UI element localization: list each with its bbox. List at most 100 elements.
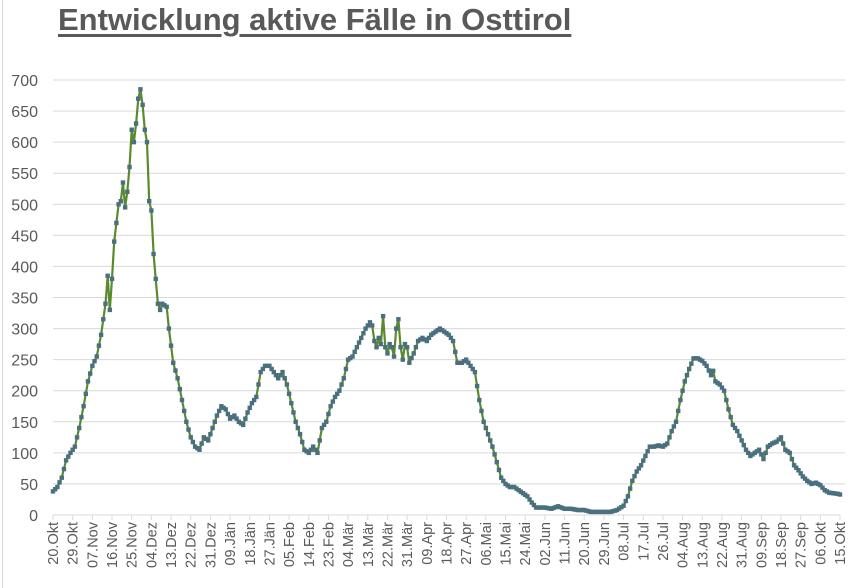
data-marker <box>96 343 102 348</box>
data-marker <box>483 425 489 431</box>
data-marker <box>306 450 311 456</box>
y-tick-label: 650 <box>11 104 38 121</box>
data-marker <box>708 372 714 378</box>
x-tick-label: 18.Apr <box>440 522 456 565</box>
x-tick-label: 25.Nov <box>125 521 141 568</box>
data-marker <box>356 340 362 345</box>
y-tick-label: 150 <box>11 415 38 432</box>
data-marker <box>181 408 187 414</box>
y-tick-label: 600 <box>11 135 38 152</box>
data-marker <box>719 385 725 390</box>
data-marker <box>383 345 388 350</box>
data-marker <box>98 332 104 337</box>
data-marker <box>168 343 174 348</box>
data-marker <box>249 400 255 406</box>
data-marker <box>243 416 248 421</box>
y-tick-label: 250 <box>11 353 38 370</box>
data-marker <box>387 341 392 347</box>
data-marker <box>59 475 64 480</box>
data-marker <box>778 435 784 440</box>
x-tick-label: 14.Feb <box>302 522 318 567</box>
data-marker <box>682 379 687 384</box>
y-tick-label: 100 <box>11 446 38 463</box>
data-marker <box>308 447 314 452</box>
x-tick-label: 04.Aug <box>676 522 692 568</box>
series-aktive-faelle <box>50 87 843 515</box>
x-tick-label: 24.Mai <box>518 522 534 566</box>
data-marker <box>680 388 685 393</box>
data-marker <box>171 360 176 365</box>
data-marker <box>636 466 642 471</box>
data-marker <box>116 202 121 207</box>
data-marker <box>671 424 677 429</box>
data-marker <box>352 349 357 355</box>
data-marker <box>138 87 143 92</box>
data-marker <box>374 345 379 350</box>
x-tick-label: 23.Feb <box>321 522 337 567</box>
data-marker <box>409 355 414 361</box>
data-marker <box>794 465 799 470</box>
data-marker <box>151 251 156 257</box>
data-marker <box>247 405 252 411</box>
data-marker <box>741 442 747 448</box>
data-marker <box>328 404 333 409</box>
data-marker <box>761 456 766 462</box>
data-marker <box>87 371 93 376</box>
x-tick-label: 04.Dez <box>144 522 160 568</box>
data-marker <box>665 441 670 446</box>
data-marker <box>131 139 137 145</box>
data-marker <box>94 354 99 359</box>
data-marker <box>737 433 742 438</box>
data-marker <box>463 357 469 362</box>
x-tick-label: 09.Jän <box>223 522 239 566</box>
data-marker <box>627 486 633 491</box>
data-marker <box>641 458 646 463</box>
data-marker <box>413 345 419 350</box>
x-tick-label: 26.Jul <box>656 522 672 561</box>
data-marker <box>363 326 368 331</box>
x-tick-label: 31.Aug <box>735 522 751 568</box>
data-marker <box>339 382 344 387</box>
x-tick-label: 06.Mai <box>479 522 495 566</box>
data-marker <box>394 326 399 331</box>
y-tick-label: 550 <box>11 166 38 183</box>
data-marker <box>317 438 322 443</box>
data-marker <box>466 360 471 365</box>
data-marker <box>818 482 823 488</box>
data-marker <box>245 410 250 415</box>
data-marker <box>112 239 117 244</box>
data-marker <box>63 458 69 463</box>
x-tick-label: 29.Okt <box>66 522 82 565</box>
data-marker <box>630 478 635 484</box>
data-marker <box>127 164 132 170</box>
data-marker <box>214 413 220 418</box>
data-marker <box>525 494 530 499</box>
data-marker <box>57 480 62 485</box>
data-marker <box>645 449 650 454</box>
data-marker <box>728 414 733 420</box>
data-marker <box>496 467 502 473</box>
data-marker <box>359 335 364 341</box>
data-marker <box>166 326 172 331</box>
data-marker <box>66 454 71 459</box>
data-marker <box>77 425 82 431</box>
data-marker <box>144 139 150 145</box>
x-tick-label: 20.Okt <box>46 522 62 565</box>
data-marker <box>313 447 318 452</box>
data-marker <box>289 400 294 406</box>
data-marker <box>398 345 403 350</box>
data-marker <box>700 358 705 364</box>
data-marker <box>256 382 261 387</box>
x-tick-label: 13.Dez <box>164 522 180 568</box>
data-marker <box>732 425 738 431</box>
data-marker <box>498 475 504 480</box>
x-tick-label: 15.Okt <box>833 522 849 565</box>
data-marker <box>225 411 231 417</box>
data-marker <box>678 397 683 403</box>
data-marker <box>501 478 506 484</box>
data-marker <box>90 363 95 369</box>
data-marker <box>61 466 67 472</box>
data-marker <box>453 349 458 355</box>
data-marker <box>365 323 370 328</box>
data-marker <box>337 388 342 393</box>
